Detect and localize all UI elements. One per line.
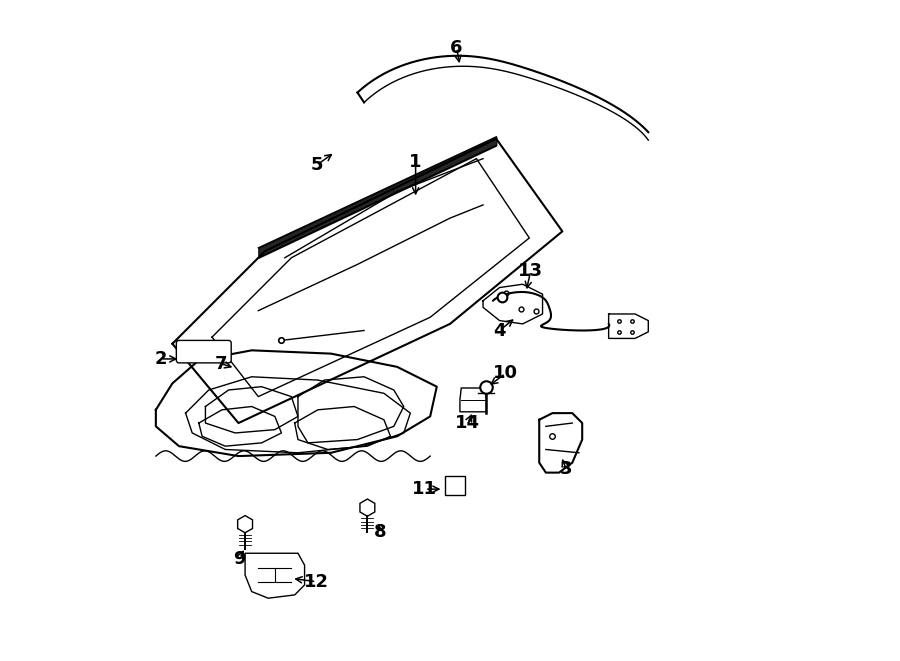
Text: 7: 7 [214,354,227,373]
Text: 1: 1 [410,153,422,171]
FancyBboxPatch shape [176,340,231,363]
Text: 8: 8 [374,523,387,541]
Text: 9: 9 [234,549,246,568]
Text: 10: 10 [493,364,518,383]
Text: 6: 6 [450,38,463,57]
Text: 13: 13 [518,262,543,280]
Text: 11: 11 [412,480,437,498]
Text: 3: 3 [560,460,572,479]
Text: 12: 12 [304,572,329,591]
Text: 4: 4 [493,321,506,340]
Text: 14: 14 [455,414,481,432]
Text: 5: 5 [310,156,323,175]
FancyBboxPatch shape [446,476,464,496]
Text: 2: 2 [154,350,166,368]
